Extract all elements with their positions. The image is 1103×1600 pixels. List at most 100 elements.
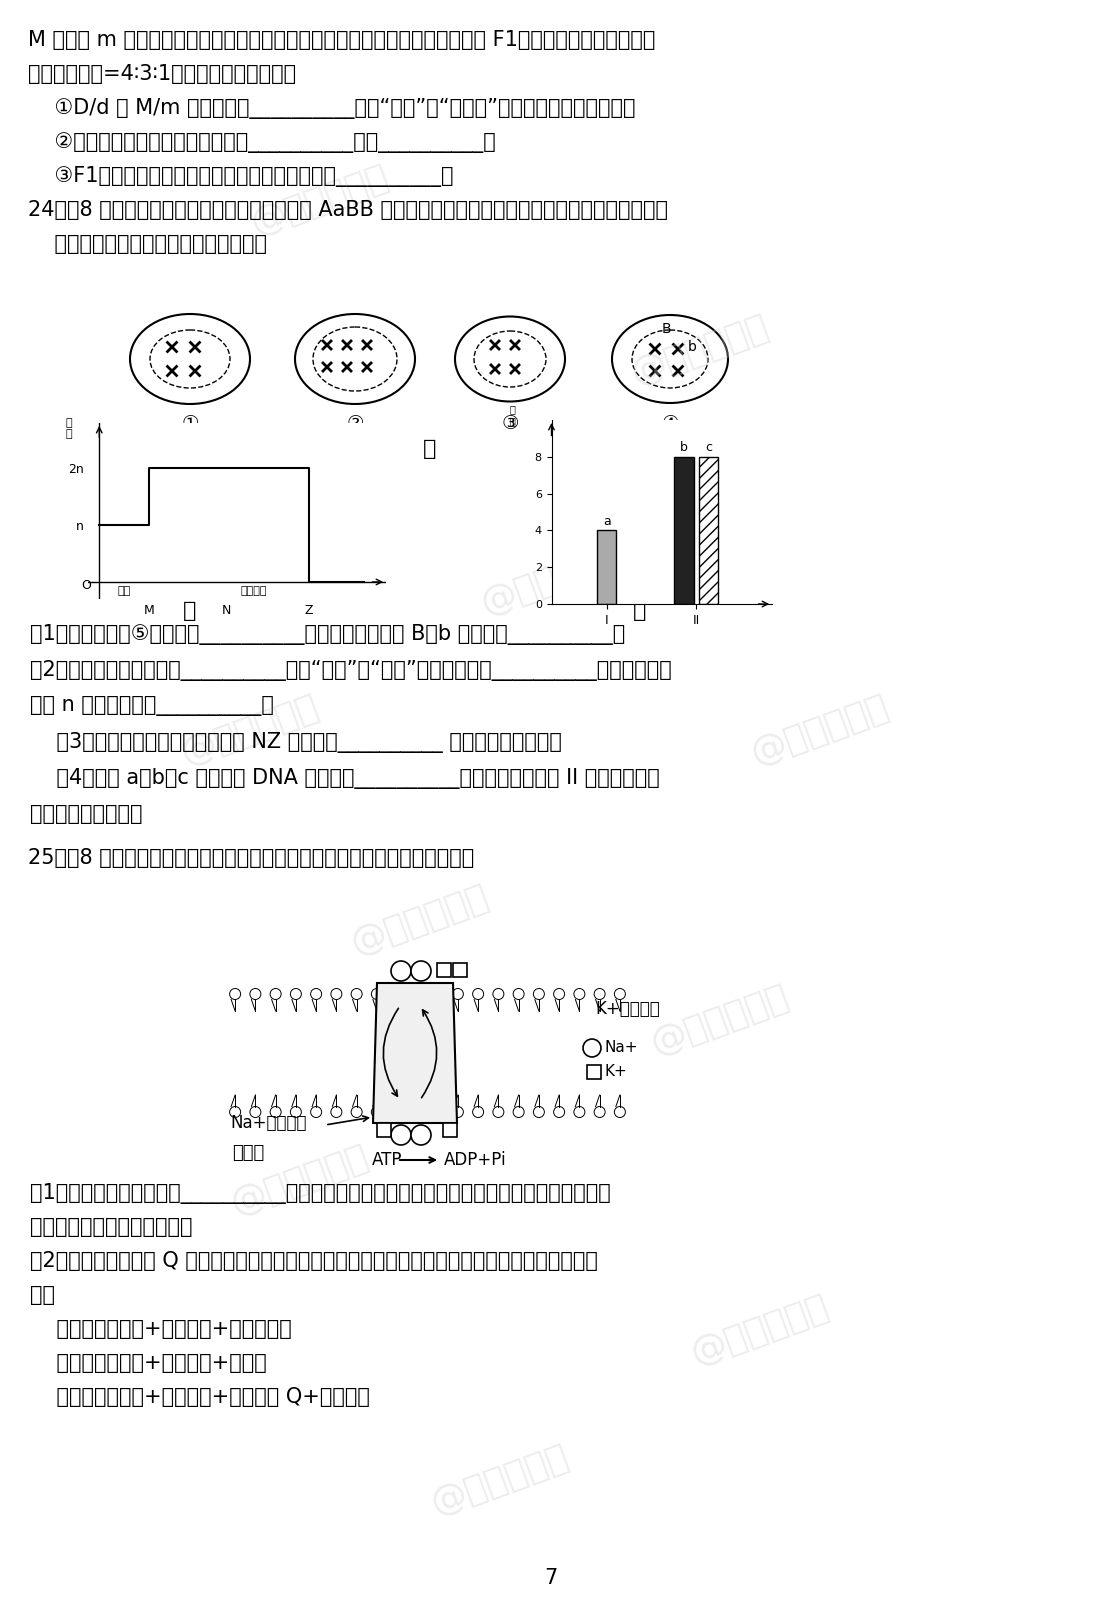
- Bar: [453, 963, 467, 978]
- Text: ④: ④: [662, 414, 678, 434]
- Circle shape: [432, 989, 443, 1000]
- Text: b: b: [687, 341, 696, 354]
- Circle shape: [534, 989, 545, 1000]
- Circle shape: [392, 989, 403, 1000]
- Circle shape: [493, 989, 504, 1000]
- Text: @高考直通车: @高考直通车: [226, 1139, 374, 1221]
- Text: a: a: [602, 515, 611, 528]
- Text: 乙组加入培养液+心肌细胞+阿锨素: 乙组加入培养液+心肌细胞+阿锨素: [30, 1354, 267, 1373]
- Circle shape: [614, 989, 625, 1000]
- Text: 丙组加入培养液+心肌细胞+生物制剂 Q+阿锨素。: 丙组加入培养液+心肌细胞+生物制剂 Q+阿锨素。: [30, 1387, 370, 1406]
- Text: 25．（8 分）下图为心肌细胞膜上的钓鯠泵结构示意图。据图回答下列问题：: 25．（8 分）下图为心肌细胞膜上的钓鯠泵结构示意图。据图回答下列问题：: [28, 848, 474, 867]
- Text: 24．（8 分）下列甲、乙、丙图分别是基因型为 AaBB 的某生物细胞的染色体组成和分裂过程中物质或结构: 24．（8 分）下列甲、乙、丙图分别是基因型为 AaBB 的某生物细胞的染色体组…: [28, 200, 668, 219]
- Circle shape: [472, 989, 483, 1000]
- Text: ADP+Pi: ADP+Pi: [443, 1150, 506, 1170]
- Circle shape: [311, 1107, 322, 1117]
- Circle shape: [372, 1107, 383, 1117]
- Text: （2）图乙曲线最可能表示__________（填“有丝”或“减数”）分裂过程中__________的数量变化，: （2）图乙曲线最可能表示__________（填“有丝”或“减数”）分裂过程中_…: [30, 659, 672, 682]
- Circle shape: [595, 1107, 606, 1117]
- Bar: [699, 458, 718, 603]
- Text: ②天竺兰甲和乙的基因型分别为甲__________、乙__________。: ②天竺兰甲和乙的基因型分别为甲__________、乙__________。: [28, 133, 495, 154]
- Text: @高考直通车: @高考直通车: [246, 160, 394, 240]
- Text: 丙: 丙: [633, 602, 646, 621]
- Bar: [443, 1123, 457, 1138]
- Circle shape: [229, 989, 240, 1000]
- Circle shape: [493, 1107, 504, 1117]
- Circle shape: [390, 962, 411, 981]
- Text: O: O: [82, 579, 90, 592]
- Circle shape: [574, 989, 585, 1000]
- Circle shape: [574, 1107, 585, 1117]
- Text: @高考直通车: @高考直通车: [476, 539, 623, 621]
- Circle shape: [513, 1107, 524, 1117]
- Text: （1）图甲中细胞⑤的名称是__________，该图中同时出现 B、b 的原因是__________。: （1）图甲中细胞⑤的名称是__________，该图中同时出现 B、b 的原因是…: [30, 624, 625, 645]
- Bar: [587, 1066, 601, 1078]
- Circle shape: [411, 962, 431, 981]
- Text: 分裂时期: 分裂时期: [240, 587, 267, 597]
- Circle shape: [331, 989, 342, 1000]
- Text: ③F1的所有半重瓣植株自交，后代中重瓣植株占__________。: ③F1的所有半重瓣植株自交，后代中重瓣植株占__________。: [28, 166, 453, 187]
- Circle shape: [311, 989, 322, 1000]
- Circle shape: [554, 1107, 565, 1117]
- Circle shape: [554, 989, 565, 1000]
- Text: @高考直通车: @高考直通车: [646, 979, 793, 1061]
- Text: （填图甲中序号）。: （填图甲中序号）。: [30, 803, 142, 824]
- Circle shape: [513, 989, 524, 1000]
- Text: （4）图丙 a、b、c 中表示核 DNA 分子的是__________；图甲中对应图丙 II 时期的细胞是: （4）图丙 a、b、c 中表示核 DNA 分子的是__________；图甲中对…: [30, 768, 660, 789]
- Text: ③: ③: [501, 414, 518, 434]
- Text: 数
量: 数 量: [65, 418, 73, 438]
- Text: ①: ①: [181, 414, 199, 434]
- Polygon shape: [373, 982, 457, 1123]
- Circle shape: [331, 1107, 342, 1117]
- Text: ATP: ATP: [372, 1150, 403, 1170]
- Text: 细胞质: 细胞质: [232, 1144, 265, 1162]
- Circle shape: [351, 989, 362, 1000]
- Text: @高考直通车: @高考直通车: [346, 880, 493, 960]
- Circle shape: [229, 1107, 240, 1117]
- Text: @高考直通车: @高考直通车: [627, 309, 773, 390]
- Circle shape: [595, 989, 606, 1000]
- Text: B: B: [661, 322, 671, 336]
- Circle shape: [534, 1107, 545, 1117]
- Circle shape: [472, 1107, 483, 1117]
- Circle shape: [372, 989, 383, 1000]
- Circle shape: [452, 989, 463, 1000]
- Text: 7: 7: [545, 1568, 558, 1587]
- Text: 实验: 实验: [30, 1285, 55, 1306]
- Circle shape: [290, 989, 301, 1000]
- Bar: [597, 530, 617, 603]
- Text: K+: K+: [606, 1064, 628, 1080]
- Text: K+结合位点: K+结合位点: [595, 1000, 660, 1018]
- Text: @高考直通车: @高考直通车: [747, 690, 893, 771]
- Text: 乙: 乙: [183, 602, 196, 621]
- Text: 间期: 间期: [117, 587, 131, 597]
- Text: （1）钓鯠泵的化学本质是__________。据图可知钓鯠泵除了有与钓、鯠离子结合并使其跨膜运输: （1）钓鯠泵的化学本质是__________。据图可知钓鯠泵除了有与钓、鯠离子结…: [30, 1182, 611, 1203]
- Circle shape: [250, 989, 261, 1000]
- Text: Na+结合位点: Na+结合位点: [231, 1114, 307, 1133]
- Text: 半重瓣：重瓣=4∶3∶1，据此回答下列问题：: 半重瓣：重瓣=4∶3∶1，据此回答下列问题：: [28, 64, 296, 83]
- Text: @高考直通车: @高考直通车: [176, 690, 323, 771]
- Circle shape: [411, 989, 422, 1000]
- Bar: [437, 963, 451, 978]
- Text: 甲组加入培养液+心肌细胞+生理盐水；: 甲组加入培养液+心肌细胞+生理盐水；: [30, 1318, 292, 1339]
- Circle shape: [270, 989, 281, 1000]
- Circle shape: [392, 1107, 403, 1117]
- Text: @高考直通车: @高考直通车: [686, 1290, 834, 1371]
- Text: @高考直通车: @高考直通车: [427, 1440, 574, 1520]
- Circle shape: [250, 1107, 261, 1117]
- Circle shape: [411, 1107, 422, 1117]
- Circle shape: [411, 1125, 431, 1146]
- Text: 甲: 甲: [424, 438, 437, 459]
- Circle shape: [290, 1107, 301, 1117]
- Circle shape: [390, 1125, 411, 1146]
- Circle shape: [614, 1107, 625, 1117]
- Text: 数
量: 数 量: [510, 405, 516, 426]
- Text: Na+: Na+: [606, 1040, 639, 1056]
- Bar: [377, 1123, 390, 1138]
- Circle shape: [452, 1107, 463, 1117]
- Text: ①D/d 和 M/m 基因的遗传__________（填“遵循”或“不遵循”）基因的自由组合定律。: ①D/d 和 M/m 基因的遗传__________（填“遵循”或“不遵循”）基…: [28, 98, 635, 118]
- Text: c: c: [705, 442, 713, 454]
- Bar: [674, 458, 694, 603]
- Text: （2）为探究生物制剂 Q 对阿锨素所导致的心肌细胞凋亡是否具有抑制作用，研究者设计了如下三组: （2）为探究生物制剂 Q 对阿锨素所导致的心肌细胞凋亡是否具有抑制作用，研究者设…: [30, 1251, 598, 1270]
- Text: 的生理功能外，还有的功能。: 的生理功能外，还有的功能。: [30, 1218, 193, 1237]
